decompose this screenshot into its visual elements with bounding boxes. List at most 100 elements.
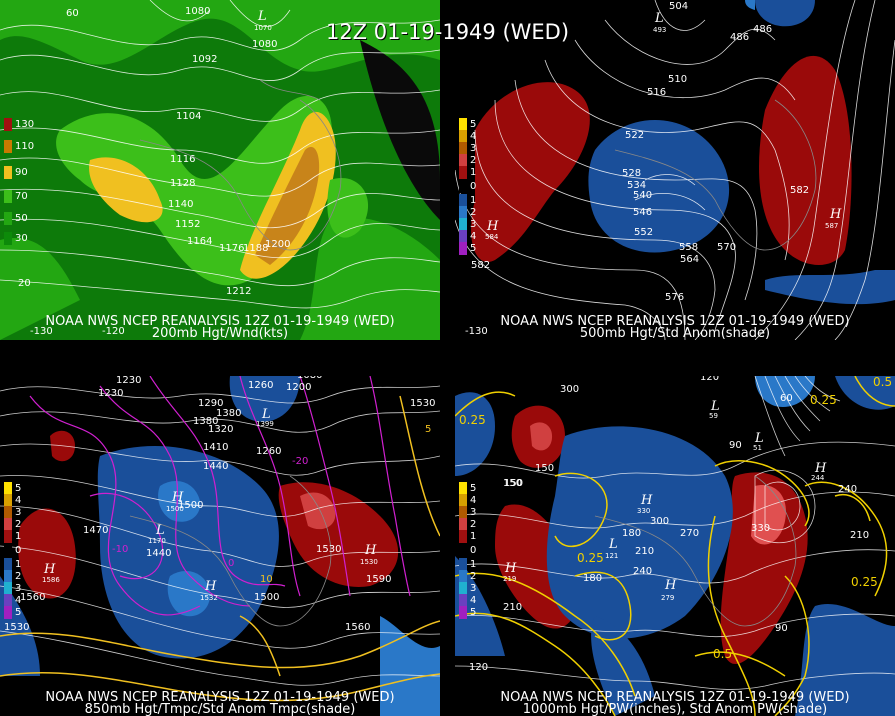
height-label: 1200: [265, 239, 290, 250]
anom-positive-west: [471, 82, 590, 262]
legend-swatch: [459, 242, 467, 255]
high-value-label: 1500: [166, 505, 184, 513]
temp-label: -20: [292, 456, 308, 467]
legend-row: 4: [459, 494, 495, 507]
height-label: 1530: [4, 622, 29, 633]
legend-swatch: [459, 518, 467, 531]
lon-label: -130: [465, 326, 488, 337]
legend-row: 2: [4, 518, 40, 531]
height-contours-500: [455, 0, 895, 340]
legend-swatch: [459, 194, 467, 207]
wind-shade-130: [255, 146, 320, 265]
legend-row: 0: [459, 180, 495, 193]
height-label: 1080: [297, 376, 322, 381]
legend-label: 2: [470, 207, 477, 218]
height-contours-850: [0, 385, 440, 686]
map-200mb: 1080 1080 1092 1104 1116 1128 1140 1152 …: [0, 0, 440, 340]
legend-swatch: [4, 482, 12, 495]
low-value-label: 493: [653, 26, 666, 34]
legend-swatch: [4, 594, 12, 607]
caption-field: 1000mb Hgt/PW(inches), Std Anom PW(shade…: [522, 702, 828, 716]
anom-negative-s: [591, 616, 655, 716]
legend-label: 1: [470, 559, 477, 570]
legend-row: 50: [4, 212, 40, 225]
height-label: 1092: [192, 54, 217, 65]
height-label: 240: [838, 484, 857, 495]
legend-label: 30: [15, 233, 28, 244]
legend-row: 2: [459, 518, 495, 531]
high-value-label: 1530: [360, 558, 378, 566]
anom-positive-nw-core: [530, 422, 553, 451]
legend-row: 0: [4, 544, 40, 557]
legend-swatch: [4, 544, 12, 557]
wind-shade-110-west: [89, 157, 163, 223]
legend-label: 1: [470, 195, 477, 206]
high-value-label: 1586: [42, 576, 60, 584]
legend-swatch: [459, 166, 467, 179]
legend-row: 4: [459, 594, 495, 607]
legend-swatch: [4, 582, 12, 595]
legend-label: 0: [470, 181, 477, 192]
legend-row: 1: [4, 530, 40, 543]
temp-label: -10: [112, 544, 128, 555]
height-label: 1212: [226, 286, 251, 297]
legend-row: 130: [4, 118, 40, 131]
panel-850mb-height-temp: 1230 1230 1260 1290 1380 1320 1410 1440 …: [0, 376, 440, 716]
anom-negative-core: [167, 571, 211, 617]
anom-negative-north2: [745, 0, 755, 10]
legend-swatch: [4, 530, 12, 543]
anom-positive-east: [759, 55, 852, 265]
height-label: 1200: [286, 382, 311, 393]
caption-source: NOAA NWS NCEP REANALYSIS 12Z 01-19-1949 …: [500, 314, 850, 329]
caption-source: NOAA NWS NCEP REANALYSIS 12Z 01-19-1949 …: [45, 314, 395, 329]
height-label: 516: [647, 87, 666, 98]
high-center-marker: H: [43, 562, 56, 577]
legend-swatch: [4, 570, 12, 583]
legend-label: 3: [470, 219, 477, 230]
legend-swatch: [4, 190, 12, 203]
legend-row: 2: [459, 154, 495, 167]
high-value-label: 279: [661, 594, 674, 602]
legend-row: 3: [459, 218, 495, 231]
legend-row: 0: [459, 544, 495, 557]
legend-row: 5: [459, 242, 495, 255]
low-center-marker: L: [608, 537, 618, 552]
low-center-marker: L: [155, 523, 165, 538]
legend-swatch: [459, 506, 467, 519]
height-label: 210: [850, 530, 869, 541]
panel-200mb-height-wind: 1080 1080 1092 1104 1116 1128 1140 1152 …: [0, 0, 440, 340]
high-value-label: 584: [485, 233, 499, 241]
height-label: 120: [700, 376, 719, 383]
height-label: 1080: [185, 6, 210, 17]
pw-label: 0.25: [459, 413, 486, 427]
height-label: 240: [633, 566, 652, 577]
height-label: 486: [753, 24, 772, 35]
height-label: 1176: [219, 243, 244, 254]
height-label: 1410: [203, 442, 228, 453]
legend-swatch: [4, 518, 12, 531]
height-label: 1500: [254, 592, 279, 603]
anom-negative-central: [97, 446, 279, 659]
anom-negative-central: [588, 120, 730, 253]
high-value-label: 1532: [200, 594, 218, 602]
legend-label: 4: [470, 495, 477, 506]
legend-label: 130: [15, 119, 35, 130]
legend-label: 50: [15, 213, 28, 224]
low-center-marker: L: [654, 11, 664, 26]
height-label: 60: [780, 393, 793, 404]
legend-swatch: [459, 558, 467, 571]
wind-shade-se: [300, 217, 440, 340]
low-center-marker: L: [754, 431, 764, 446]
legend-label: 3: [470, 507, 477, 518]
legend-row: 5: [4, 606, 40, 619]
height-label: 576: [665, 292, 684, 303]
anom-negative-south: [765, 270, 895, 305]
map-850mb: 1230 1230 1260 1290 1380 1320 1410 1440 …: [0, 376, 440, 716]
lon-label: -120: [102, 326, 125, 337]
anom-negative-se: [795, 603, 895, 716]
anom-negative-ne: [835, 376, 895, 410]
legend-row: 1: [459, 530, 495, 543]
legend-swatch: [459, 130, 467, 143]
height-label: 1440: [203, 461, 228, 472]
height-label: 1560: [345, 622, 370, 633]
